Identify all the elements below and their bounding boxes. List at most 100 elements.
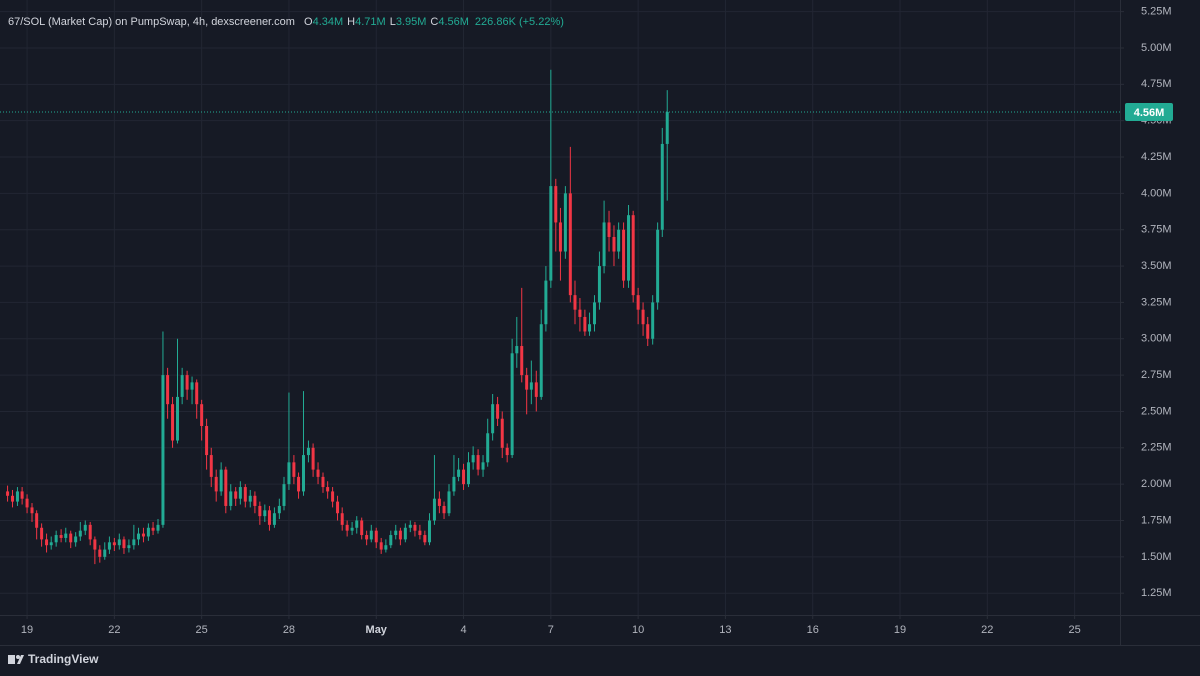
candle-body: [161, 375, 165, 525]
candle-body: [432, 498, 436, 521]
candle-body: [122, 539, 126, 549]
candle-body: [500, 418, 504, 448]
candle-body: [520, 346, 524, 376]
chart-header: 67/SOL (Market Cap) on PumpSwap, 4h, dex…: [8, 16, 564, 28]
candle-body: [660, 143, 664, 230]
y-tick-label: 4.25M: [1141, 151, 1172, 163]
candle-body: [656, 229, 660, 303]
candle-body: [544, 280, 548, 325]
candle-body: [267, 510, 271, 525]
candle-body: [665, 111, 669, 144]
candle-body: [93, 539, 97, 550]
x-tick-label: 10: [632, 624, 644, 636]
candle-body: [25, 498, 29, 508]
candle-body: [549, 186, 553, 281]
candle-body: [83, 524, 87, 531]
x-tick-label: May: [366, 624, 388, 636]
y-tick-label: 2.75M: [1141, 369, 1172, 381]
candle-body: [462, 469, 466, 485]
x-tick-label: 13: [719, 624, 731, 636]
candle-body: [200, 404, 204, 426]
candle-body: [171, 404, 175, 441]
candle-body: [442, 505, 446, 514]
candle-body: [384, 545, 388, 550]
candle-body: [311, 447, 315, 470]
candle-body: [301, 455, 305, 492]
y-tick-label: 1.75M: [1141, 514, 1172, 526]
candle-body: [612, 236, 616, 252]
candle-body: [117, 539, 121, 546]
candle-body: [534, 382, 538, 397]
candle-body: [185, 375, 189, 390]
candle-body: [389, 535, 393, 546]
candle-body: [107, 542, 111, 550]
candle-body: [180, 375, 184, 397]
x-tick-label: 7: [548, 624, 554, 636]
candle-body: [151, 527, 155, 531]
candles: [6, 69, 669, 565]
y-tick-label: 4.75M: [1141, 78, 1172, 90]
candle-body: [78, 530, 82, 537]
candle-body: [563, 193, 567, 252]
x-tick-label: 4: [460, 624, 466, 636]
header-key: H: [347, 16, 355, 28]
candle-body: [558, 222, 562, 252]
candle-body: [64, 533, 68, 538]
candle-body: [398, 530, 402, 540]
candle-body: [607, 222, 611, 237]
last-price-tag: [1125, 102, 1173, 121]
candle-body: [379, 542, 383, 550]
candle-body: [423, 535, 427, 543]
candle-body: [297, 476, 301, 492]
candle-body: [205, 425, 209, 456]
candle-body: [631, 215, 635, 296]
y-tick-label: 3.75M: [1141, 224, 1172, 236]
candle-body: [360, 520, 364, 536]
candle-body: [141, 533, 145, 537]
candle-body: [11, 495, 15, 502]
candle-body: [258, 505, 262, 517]
candle-body: [277, 505, 281, 514]
candle-body: [452, 476, 456, 492]
candle-body: [413, 524, 417, 531]
y-tick-label: 5.25M: [1141, 6, 1172, 18]
header-key: L: [390, 16, 396, 28]
candle-body: [229, 491, 233, 506]
candle-body: [350, 527, 354, 531]
candle-body: [602, 222, 606, 267]
candle-body: [224, 469, 228, 506]
candle-body: [491, 404, 495, 434]
tradingview-logo: TradingView: [8, 652, 99, 666]
candle-body: [54, 535, 58, 543]
x-tick-label: 22: [108, 624, 120, 636]
candle-body: [98, 549, 102, 557]
candle-body: [243, 487, 247, 502]
candle-body: [622, 229, 626, 281]
candle-body: [588, 324, 592, 332]
candle-body: [408, 524, 412, 528]
candle-body: [466, 462, 470, 485]
candle-body: [40, 527, 44, 540]
candle-body: [496, 404, 500, 419]
candle-body: [30, 507, 34, 514]
candle-body: [331, 491, 335, 502]
header-value: 4.34M: [313, 16, 344, 28]
candle-body: [238, 487, 242, 499]
candle-body: [476, 455, 480, 470]
footer-brand: TradingView: [28, 652, 99, 666]
candle-body: [345, 524, 349, 531]
candle-body: [617, 229, 621, 252]
header-value: 4.71M: [355, 16, 386, 28]
candle-body: [214, 476, 218, 492]
candle-body: [471, 455, 475, 463]
candle-body: [195, 382, 199, 405]
y-tick-label: 2.50M: [1141, 405, 1172, 417]
candle-body: [103, 549, 107, 557]
y-tick-label: 3.00M: [1141, 333, 1172, 345]
candle-body: [515, 346, 519, 354]
candle-body: [209, 455, 213, 477]
y-tick-label: 5.00M: [1141, 42, 1172, 54]
candle-body: [74, 536, 78, 543]
candle-body: [272, 513, 276, 525]
candle-body: [573, 295, 577, 310]
